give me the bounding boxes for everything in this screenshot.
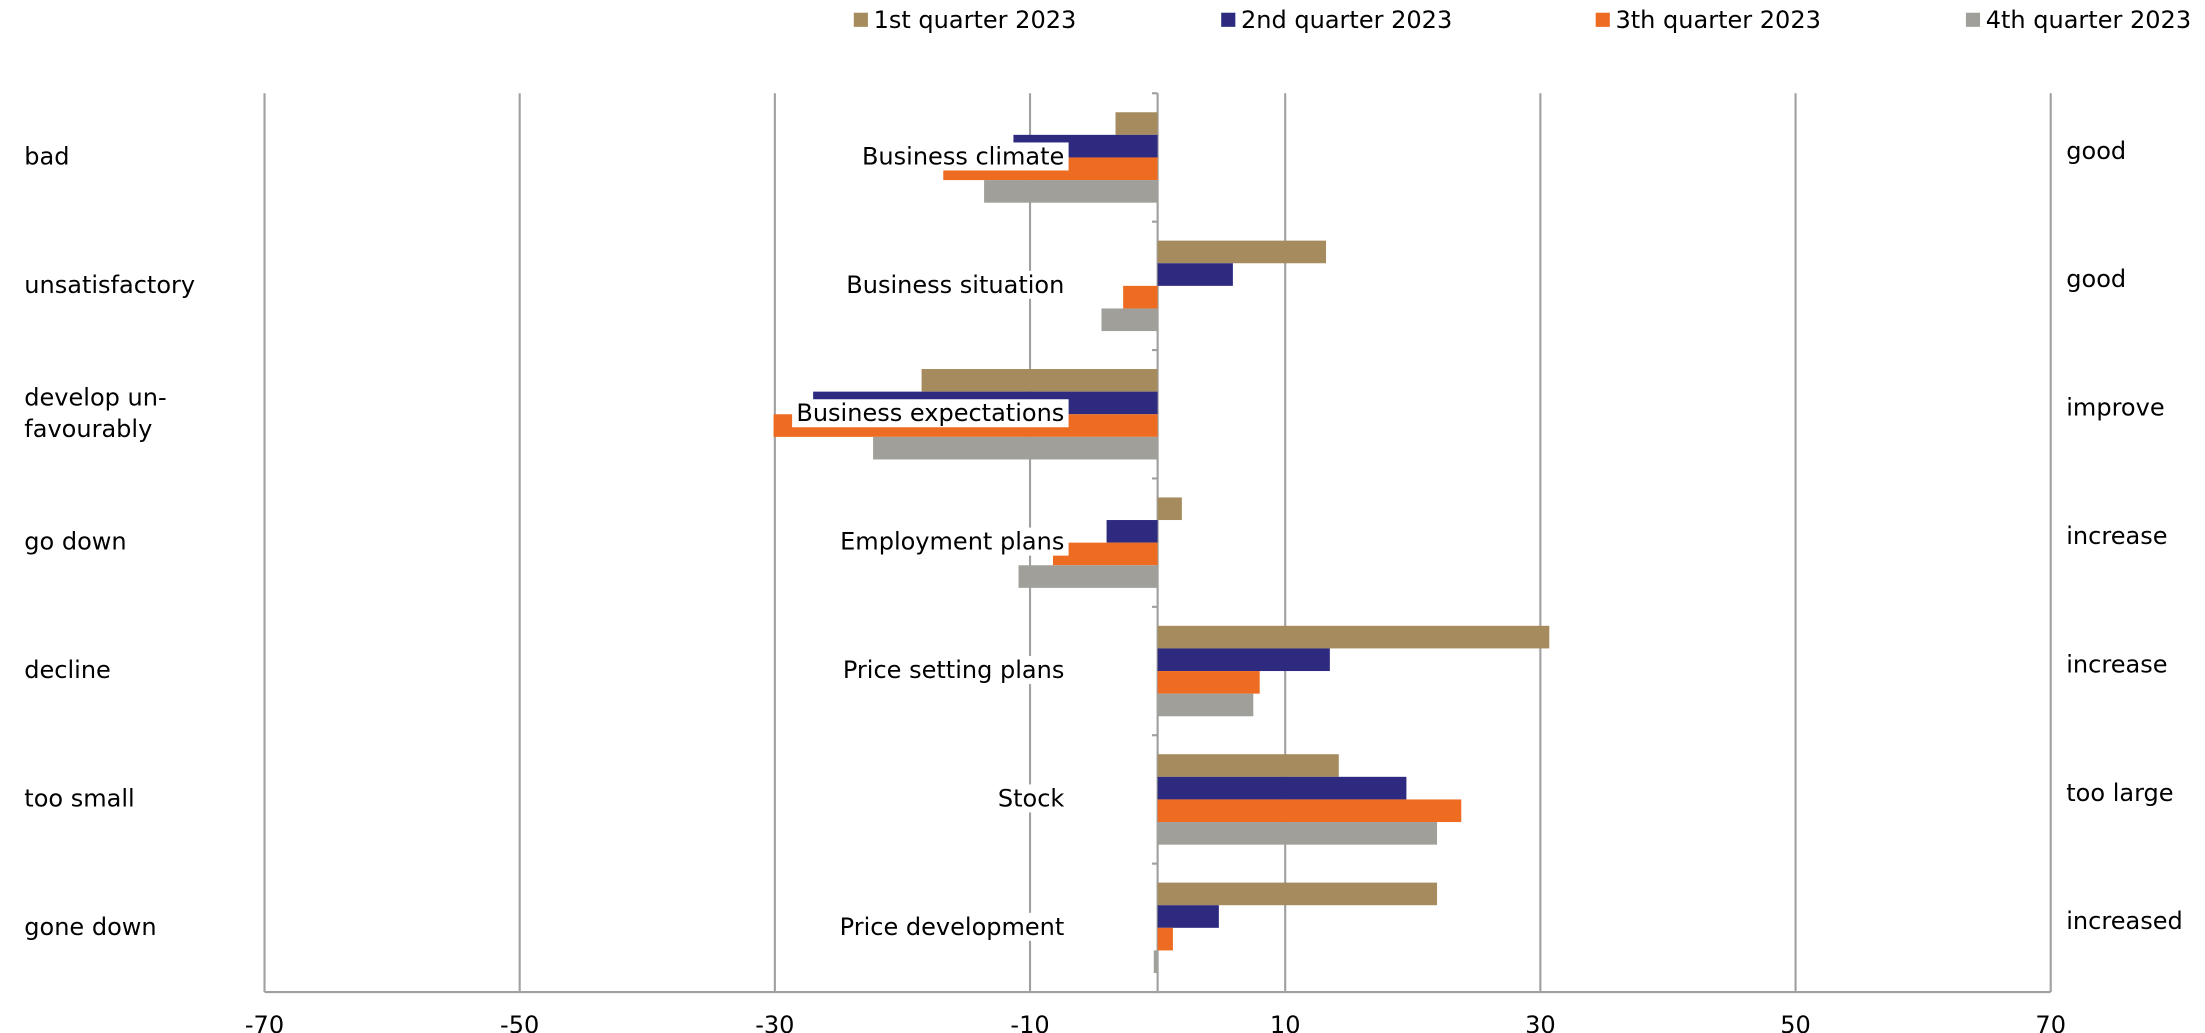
bar — [1115, 112, 1158, 135]
left-label: decline — [24, 656, 111, 684]
right-label: increased — [2066, 907, 2182, 935]
bar — [1157, 822, 1438, 845]
legend-label: 2nd quarter 2023 — [1241, 6, 1452, 34]
category-label-bg — [857, 142, 1069, 171]
bar — [1157, 497, 1182, 521]
category-label: Business climate — [862, 142, 1064, 170]
bar — [1157, 648, 1330, 672]
bar — [1153, 950, 1158, 974]
bar — [1157, 905, 1219, 928]
bar — [984, 180, 1158, 203]
x-tick-label: -70 — [245, 1011, 284, 1033]
bar — [1157, 671, 1260, 694]
right-label: increase — [2066, 650, 2167, 678]
bar — [1157, 240, 1327, 264]
legend-swatch — [853, 12, 868, 27]
category-label-bg — [792, 399, 1069, 428]
category-label-bg — [838, 656, 1069, 685]
right-label: good — [2066, 265, 2126, 293]
bar — [1157, 927, 1173, 951]
category-label: Price setting plans — [843, 656, 1064, 684]
x-tick-label: -50 — [500, 1011, 539, 1033]
bar — [1157, 776, 1407, 800]
left-label: gone down — [24, 913, 156, 941]
bar — [1157, 625, 1550, 649]
x-tick-label: 30 — [1525, 1011, 1556, 1033]
bar — [1052, 542, 1158, 566]
legend-swatch — [1221, 12, 1236, 27]
legend-label: 4th quarter 2023 — [1986, 6, 2191, 34]
bar — [1106, 520, 1158, 543]
x-tick-label: 50 — [1780, 1011, 1811, 1033]
right-label: too large — [2066, 779, 2173, 807]
right-label: improve — [2066, 394, 2164, 422]
x-tick-label: 10 — [1270, 1011, 1301, 1033]
category-label-bg — [993, 784, 1069, 813]
bar — [1101, 308, 1158, 332]
legend-swatch — [1965, 12, 1981, 27]
category-label-bg — [835, 527, 1069, 556]
bar — [1157, 882, 1438, 906]
right-label: increase — [2066, 522, 2167, 550]
left-label: develop un- — [24, 384, 166, 412]
x-tick-label: -30 — [755, 1011, 794, 1033]
left-label: go down — [24, 528, 126, 556]
category-label: Employment plans — [840, 528, 1064, 556]
left-label: too small — [24, 784, 134, 812]
bar — [1157, 799, 1462, 823]
bar — [873, 436, 1158, 460]
category-label: Stock — [998, 784, 1065, 812]
category-label: Business situation — [846, 271, 1064, 299]
x-tick-label: 70 — [2035, 1011, 2066, 1033]
left-label: unsatisfactory — [24, 271, 195, 299]
legend-label: 1st quarter 2023 — [874, 6, 1077, 34]
bar — [1018, 565, 1158, 588]
category-label: Price development — [840, 913, 1065, 941]
bar — [921, 369, 1158, 392]
bar — [1157, 263, 1233, 286]
bar — [1157, 754, 1339, 777]
right-label: good — [2066, 137, 2126, 165]
category-label: Business expectations — [796, 399, 1064, 427]
x-tick-label: -10 — [1010, 1011, 1049, 1033]
category-label-bg — [842, 270, 1069, 299]
bar — [1123, 285, 1158, 309]
category-label-bg — [835, 912, 1069, 941]
bar — [1157, 693, 1254, 717]
left-label: bad — [24, 142, 69, 170]
legend-swatch — [1595, 12, 1610, 27]
legend-label: 3th quarter 2023 — [1615, 6, 1820, 34]
left-label: favourably — [24, 415, 152, 443]
